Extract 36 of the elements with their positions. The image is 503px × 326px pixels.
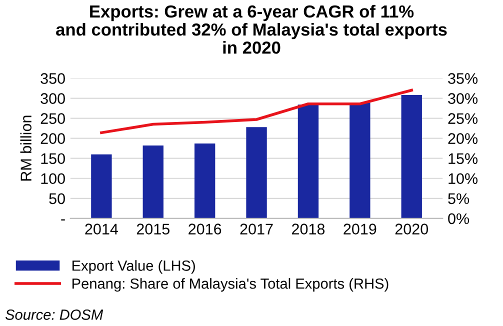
y2-tick-label: 35% xyxy=(448,73,478,84)
x-tick-label: 2016 xyxy=(188,224,222,235)
y-tick-label: 150 xyxy=(41,153,65,164)
y-axis-title: RM billion xyxy=(20,116,32,181)
bar xyxy=(401,95,422,218)
y-tick-label: 350 xyxy=(40,73,65,84)
y-tick-label: 100 xyxy=(41,173,65,184)
y-tick-label: 300 xyxy=(40,93,65,104)
x-tick-label: 2014 xyxy=(85,224,118,235)
x-tick-label: 2015 xyxy=(136,224,170,235)
bar xyxy=(298,104,319,218)
x-tick-label: 2017 xyxy=(240,224,273,235)
x-tick-label: 2020 xyxy=(395,224,428,235)
source-note: Source: DOSM xyxy=(5,310,104,320)
y2-tick-label: 15% xyxy=(448,153,478,164)
y2-tick-label: 30% xyxy=(448,93,478,104)
bar xyxy=(246,127,267,218)
bar xyxy=(142,146,164,218)
y-tick-label: 50 xyxy=(49,193,65,204)
y-tick-label: - xyxy=(61,219,65,220)
line-series xyxy=(100,88,414,134)
y2-tick-label: 10% xyxy=(448,173,478,184)
legend-label: Export Value (LHS) xyxy=(72,260,195,274)
x-tick-label: 2018 xyxy=(292,224,325,235)
bar xyxy=(91,154,112,218)
bar xyxy=(194,144,216,218)
x-tick-label: 2019 xyxy=(344,224,376,235)
y2-tick-label: 5% xyxy=(448,193,470,204)
bar xyxy=(350,102,370,218)
y2-tick-label: 20% xyxy=(448,133,478,144)
chart-title: Exports: Grew at a 6-year CAGR of 11% and contributed 32% of Malaysia's total exports in 2020 xyxy=(56,4,447,54)
y2-tick-label: 25% xyxy=(448,113,478,124)
y-tick-label: 250 xyxy=(40,113,65,124)
y2-tick-label: 0% xyxy=(448,213,470,224)
legend-label: Penang: Share of Malaysia's Total Exports (RHS) xyxy=(72,278,388,292)
y-tick-label: 200 xyxy=(40,133,65,144)
